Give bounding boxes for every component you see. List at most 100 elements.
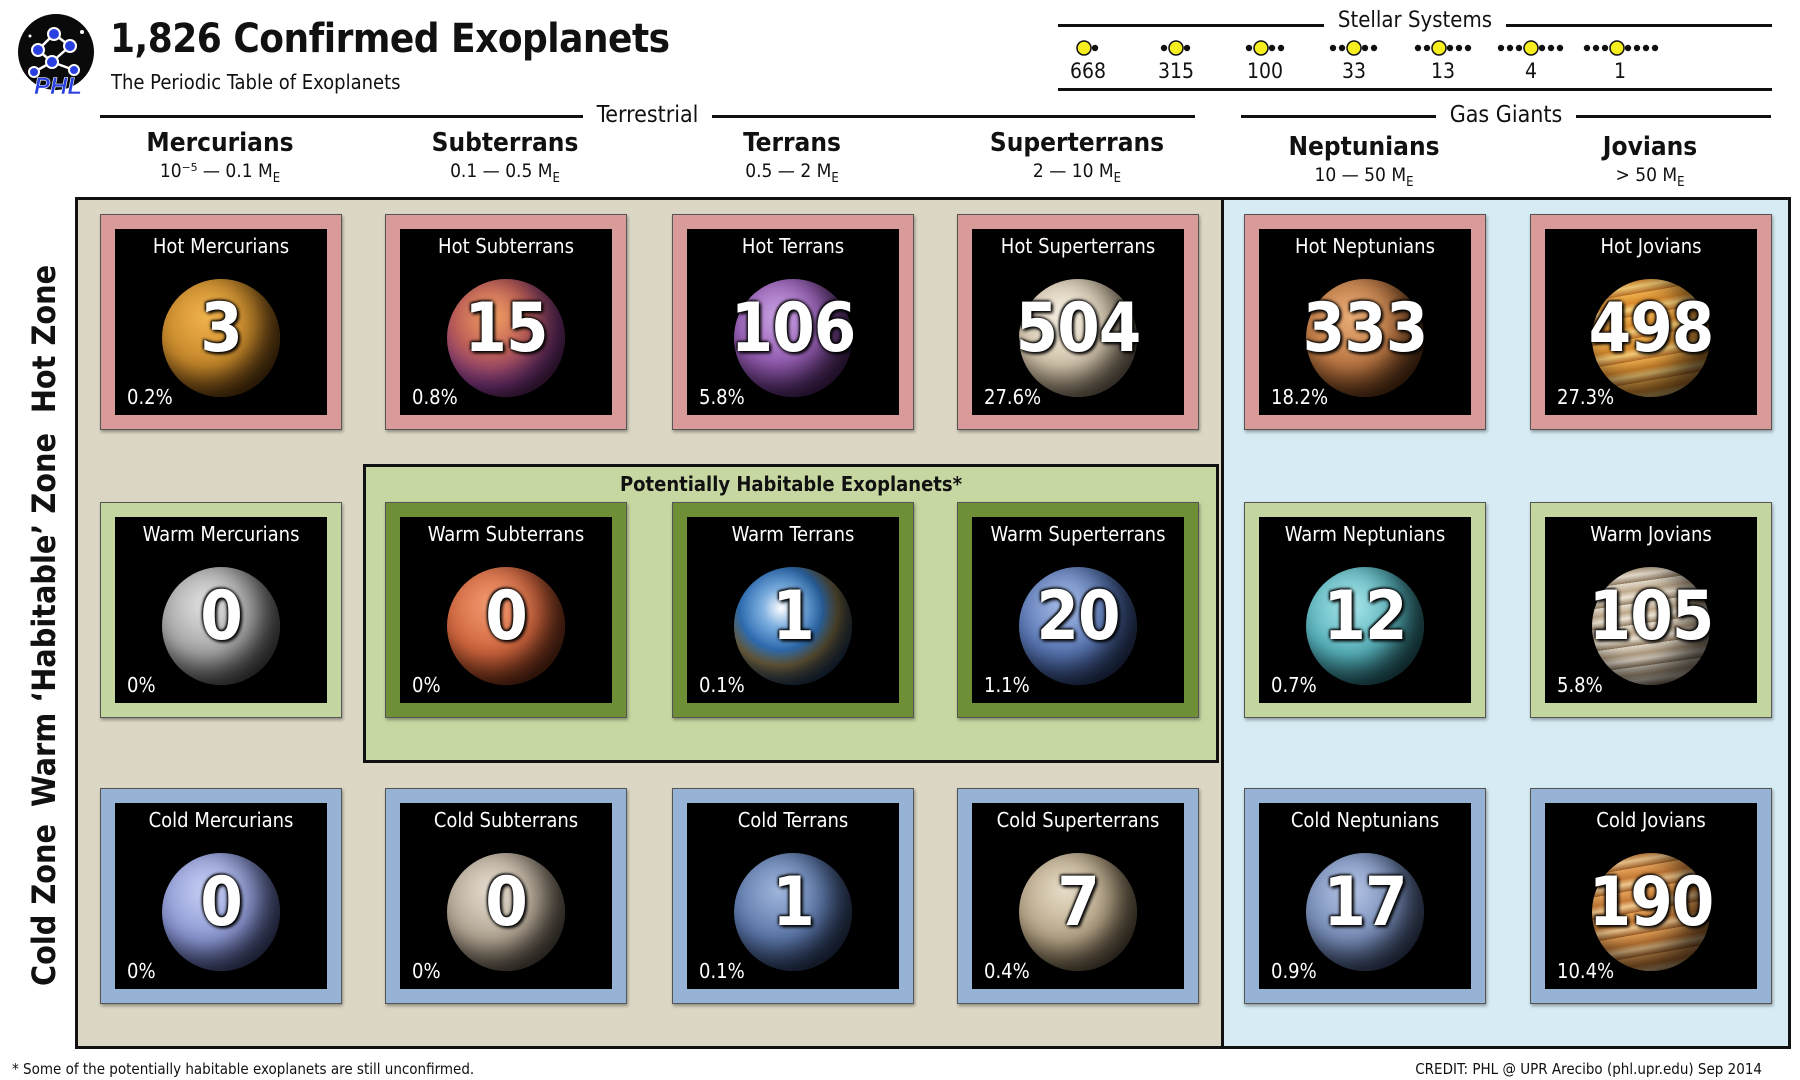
tile-name: Hot Jovians xyxy=(1600,234,1702,258)
column-mass-text: 0.5 — 2 M xyxy=(745,160,832,182)
tile-name: Hot Neptunians xyxy=(1295,234,1435,258)
tile-count: 7 xyxy=(1057,863,1100,942)
planet-image xyxy=(1019,567,1137,685)
planet-image xyxy=(447,567,565,685)
stellar-system-count: 4 xyxy=(1524,59,1538,83)
column-mass-text: 2 — 10 M xyxy=(1032,160,1114,182)
tile-warm-subterrans: Warm Subterrans 0 0% xyxy=(385,502,627,718)
column-mass-range: 0.1 — 0.5 ME xyxy=(380,160,630,186)
column-mass-subscript: E xyxy=(552,170,560,186)
stellar-system-count: 668 xyxy=(1069,59,1107,83)
column-mass-text: 10⁻⁵ — 0.1 M xyxy=(159,160,273,182)
tile-percentage: 0% xyxy=(412,959,441,983)
logo-text: PHL xyxy=(34,73,82,96)
column-mass-subscript: E xyxy=(831,170,839,186)
tile-warm-jovians: Warm Jovians 105 5.8% xyxy=(1530,502,1772,718)
column-name: Subterrans xyxy=(431,128,579,158)
tile-percentage: 0.7% xyxy=(1271,673,1317,697)
tile-warm-mercurians: Warm Mercurians 0 0% xyxy=(100,502,342,718)
stellar-system-dots xyxy=(1497,40,1564,56)
tile-warm-superterrans: Warm Superterrans 20 1.1% xyxy=(957,502,1199,718)
tile-inner: Hot Subterrans 15 0.8% xyxy=(400,229,612,415)
tile-count: 190 xyxy=(1588,863,1715,942)
tile-cold-subterrans: Cold Subterrans 0 0% xyxy=(385,788,627,1004)
stellar-system-dots xyxy=(1160,40,1191,56)
column-name: Terrans xyxy=(743,128,841,158)
column-mass-subscript: E xyxy=(1406,174,1414,190)
tile-inner: Hot Superterrans 504 27.6% xyxy=(972,229,1184,415)
tile-name: Hot Terrans xyxy=(741,234,845,258)
tile-name: Warm Neptunians xyxy=(1284,522,1446,546)
planet-image xyxy=(1306,279,1424,397)
phl-logo-graphic: PHL xyxy=(18,14,94,100)
stellar-system-dots xyxy=(1414,40,1471,56)
tile-cold-terrans: Cold Terrans 1 0.1% xyxy=(672,788,914,1004)
tile-percentage: 0.2% xyxy=(127,385,173,409)
tile-hot-neptunians: Hot Neptunians 333 18.2% xyxy=(1244,214,1486,430)
column-mass-subscript: E xyxy=(272,170,281,186)
tile-count: 333 xyxy=(1302,289,1429,368)
planet-image xyxy=(1306,567,1424,685)
tile-percentage: 0.9% xyxy=(1271,959,1317,983)
tile-warm-terrans: Warm Terrans 1 0.1% xyxy=(672,502,914,718)
column-mass-range: > 50 ME xyxy=(1525,164,1775,190)
tile-hot-terrans: Hot Terrans 106 5.8% xyxy=(672,214,914,430)
tile-name: Hot Superterrans xyxy=(1000,234,1156,258)
tile-count: 20 xyxy=(1036,577,1120,656)
tile-name: Cold Terrans xyxy=(737,808,849,832)
column-header-jovians: Jovians > 50 ME xyxy=(1525,132,1775,190)
stellar-system-dots xyxy=(1583,40,1659,56)
tile-name: Cold Subterrans xyxy=(433,808,579,832)
tile-hot-subterrans: Hot Subterrans 15 0.8% xyxy=(385,214,627,430)
tile-percentage: 0% xyxy=(127,673,156,697)
planet-image xyxy=(734,567,852,685)
tile-inner: Hot Terrans 106 5.8% xyxy=(687,229,899,415)
tile-percentage: 0.4% xyxy=(984,959,1030,983)
tile-percentage: 27.3% xyxy=(1557,385,1615,409)
tile-name: Cold Mercurians xyxy=(148,808,294,832)
stellar-system-dots xyxy=(1245,40,1284,56)
row-header-cold: Cold Zone xyxy=(25,823,63,987)
tile-inner: Warm Neptunians 12 0.7% xyxy=(1259,517,1471,703)
tile-hot-superterrans: Hot Superterrans 504 27.6% xyxy=(957,214,1199,430)
tile-percentage: 0% xyxy=(127,959,156,983)
tile-name: Warm Terrans xyxy=(731,522,855,546)
column-header-superterrans: Superterrans 2 — 10 ME xyxy=(952,128,1202,186)
tile-count: 1 xyxy=(772,863,815,942)
tile-inner: Warm Subterrans 0 0% xyxy=(400,517,612,703)
phl-logo: PHL xyxy=(14,12,98,100)
column-mass-range: 10 — 50 ME xyxy=(1239,164,1489,190)
column-header-mercurians: Mercurians 10⁻⁵ — 0.1 ME xyxy=(95,128,345,186)
tile-percentage: 0% xyxy=(412,673,441,697)
column-mass-text: 0.1 — 0.5 M xyxy=(450,160,553,182)
planet-image xyxy=(1306,853,1424,971)
column-mass-range: 10⁻⁵ — 0.1 ME xyxy=(95,160,345,186)
planet-image xyxy=(734,853,852,971)
column-mass-subscript: E xyxy=(1113,170,1122,186)
planet-image xyxy=(1019,853,1137,971)
tile-name: Warm Jovians xyxy=(1590,522,1712,546)
tile-percentage: 1.1% xyxy=(984,673,1030,697)
stellar-system-7: 1 xyxy=(1580,38,1660,83)
legend-title: Stellar Systems xyxy=(1323,8,1507,33)
gas-giants-label: Gas Giants xyxy=(1435,102,1577,128)
column-header-subterrans: Subterrans 0.1 — 0.5 ME xyxy=(380,128,630,186)
column-header-neptunians: Neptunians 10 — 50 ME xyxy=(1239,132,1489,190)
tile-count: 504 xyxy=(1015,289,1142,368)
column-name: Neptunians xyxy=(1288,132,1440,162)
tile-inner: Warm Superterrans 20 1.1% xyxy=(972,517,1184,703)
tile-cold-jovians: Cold Jovians 190 10.4% xyxy=(1530,788,1772,1004)
tile-inner: Cold Terrans 1 0.1% xyxy=(687,803,899,989)
stellar-system-count: 100 xyxy=(1246,59,1284,83)
tile-count: 0 xyxy=(485,863,528,942)
stellar-system-dots xyxy=(1329,40,1378,56)
tile-name: Warm Superterrans xyxy=(990,522,1166,546)
tile-percentage: 18.2% xyxy=(1271,385,1329,409)
tile-count: 0 xyxy=(200,863,243,942)
tile-cold-mercurians: Cold Mercurians 0 0% xyxy=(100,788,342,1004)
stellar-system-1: 668 xyxy=(1048,38,1128,83)
planet-image xyxy=(1592,853,1710,971)
tile-inner: Hot Jovians 498 27.3% xyxy=(1545,229,1757,415)
tile-name: Cold Superterrans xyxy=(996,808,1160,832)
tile-cold-superterrans: Cold Superterrans 7 0.4% xyxy=(957,788,1199,1004)
